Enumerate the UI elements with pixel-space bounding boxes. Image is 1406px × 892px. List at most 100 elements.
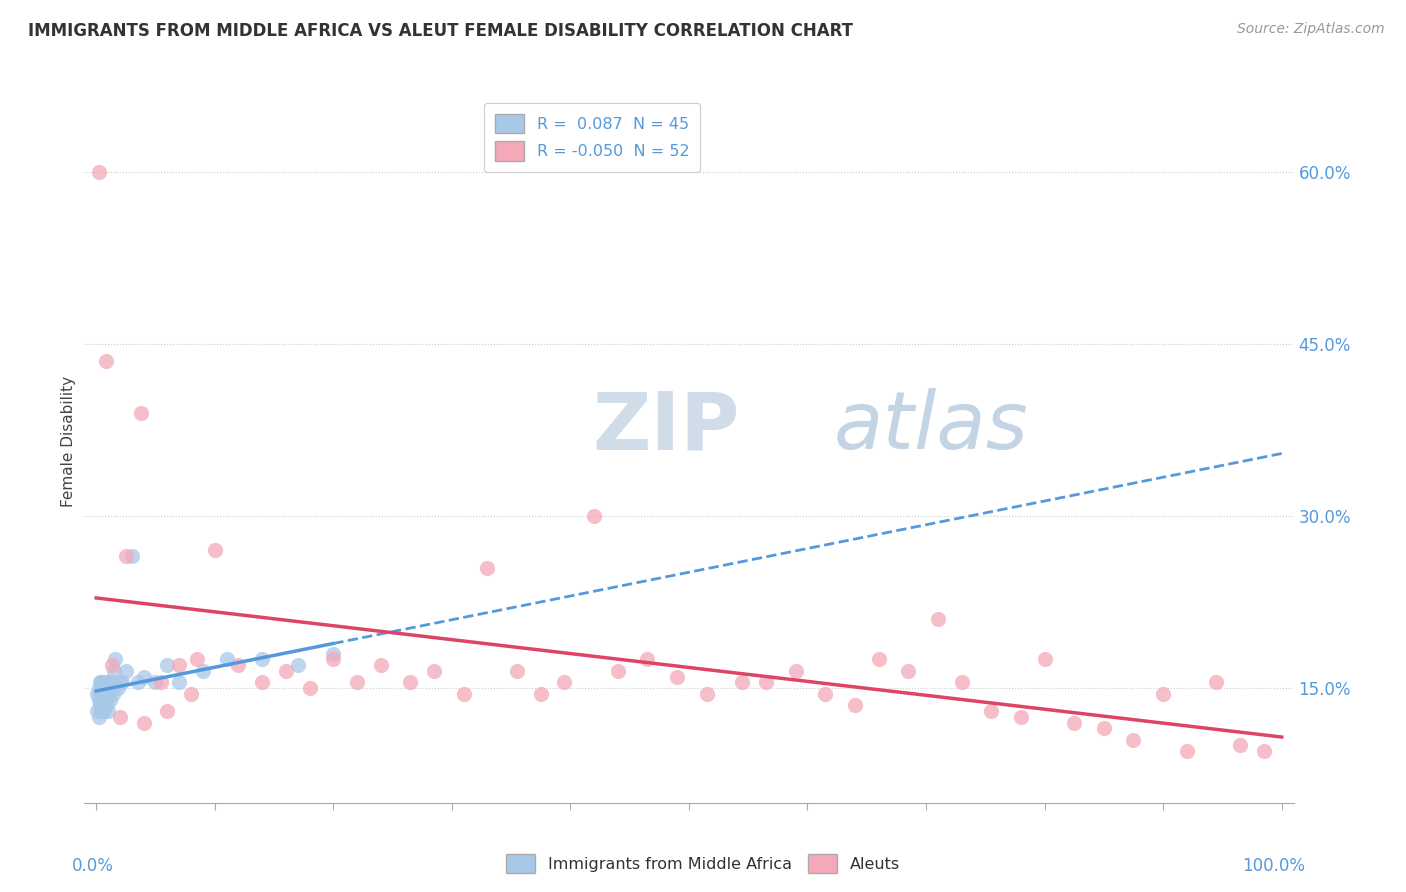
Point [90, 692, 112, 706]
Point [87, 710, 110, 724]
Point [530, 687, 553, 701]
Point [731, 675, 754, 690]
Point [1229, 739, 1251, 753]
Point [98, 681, 121, 695]
Point [228, 658, 250, 673]
Point [87, 681, 110, 695]
Point [108, 675, 131, 690]
Point [186, 652, 208, 666]
Point [115, 549, 138, 564]
Point [86, 704, 108, 718]
Point [250, 675, 273, 690]
Point [399, 675, 422, 690]
Point [145, 675, 167, 690]
Point [156, 658, 179, 673]
Point [103, 664, 125, 678]
Point [87, 165, 110, 179]
Point [91, 704, 114, 718]
Point [927, 612, 949, 626]
Point [97, 704, 120, 718]
Point [1175, 744, 1198, 758]
Point [477, 560, 499, 574]
Point [90, 704, 112, 718]
Point [91, 698, 114, 713]
Point [606, 664, 628, 678]
Legend: Immigrants from Middle Africa, Aleuts: Immigrants from Middle Africa, Aleuts [501, 847, 905, 880]
Point [167, 675, 190, 690]
Point [96, 675, 118, 690]
Point [132, 670, 155, 684]
Point [121, 549, 143, 564]
Y-axis label: Female Disability: Female Disability [60, 376, 76, 508]
Point [87, 692, 110, 706]
Point [583, 509, 606, 524]
Point [250, 652, 273, 666]
Point [108, 710, 131, 724]
Point [90, 675, 112, 690]
Point [666, 670, 689, 684]
Point [844, 698, 866, 713]
Point [1033, 652, 1056, 666]
Point [453, 687, 475, 701]
Point [180, 687, 202, 701]
Point [322, 652, 344, 666]
Point [423, 664, 446, 678]
Point [1253, 744, 1275, 758]
Point [101, 687, 124, 701]
Point [506, 664, 529, 678]
Point [1092, 721, 1115, 735]
Point [755, 675, 778, 690]
Point [86, 687, 108, 701]
Point [1063, 715, 1085, 730]
Point [346, 675, 368, 690]
Point [129, 406, 152, 420]
Point [91, 687, 114, 701]
Point [94, 354, 117, 368]
Point [107, 681, 129, 695]
Point [100, 692, 122, 706]
Point [1152, 687, 1174, 701]
Point [298, 681, 321, 695]
Point [322, 647, 344, 661]
Text: 100.0%: 100.0% [1243, 857, 1306, 875]
Point [814, 687, 837, 701]
Text: IMMIGRANTS FROM MIDDLE AFRICA VS ALEUT FEMALE DISABILITY CORRELATION CHART: IMMIGRANTS FROM MIDDLE AFRICA VS ALEUT F… [28, 22, 853, 40]
Point [1205, 675, 1227, 690]
Point [94, 698, 117, 713]
Point [89, 687, 111, 701]
Point [132, 715, 155, 730]
Point [150, 675, 173, 690]
Point [96, 687, 118, 701]
Point [215, 652, 238, 666]
Point [104, 652, 127, 666]
Point [167, 658, 190, 673]
Point [94, 675, 117, 690]
Point [204, 543, 226, 558]
Point [370, 658, 392, 673]
Point [91, 681, 114, 695]
Point [287, 658, 309, 673]
Point [950, 675, 973, 690]
Point [115, 664, 138, 678]
Point [89, 698, 111, 713]
Point [274, 664, 297, 678]
Point [93, 692, 115, 706]
Point [696, 687, 718, 701]
Point [1010, 710, 1032, 724]
Point [897, 664, 920, 678]
Point [100, 675, 122, 690]
Point [97, 683, 120, 698]
Point [93, 681, 115, 695]
Point [100, 658, 122, 673]
Point [191, 664, 214, 678]
Point [785, 664, 807, 678]
Point [127, 675, 149, 690]
Text: atlas: atlas [834, 388, 1029, 467]
Text: 0.0%: 0.0% [72, 857, 114, 875]
Point [1122, 732, 1144, 747]
Point [91, 675, 114, 690]
Point [868, 652, 890, 666]
Legend: R =  0.087  N = 45, R = -0.050  N = 52: R = 0.087 N = 45, R = -0.050 N = 52 [484, 103, 700, 172]
Point [553, 675, 575, 690]
Text: ZIP: ZIP [592, 388, 740, 467]
